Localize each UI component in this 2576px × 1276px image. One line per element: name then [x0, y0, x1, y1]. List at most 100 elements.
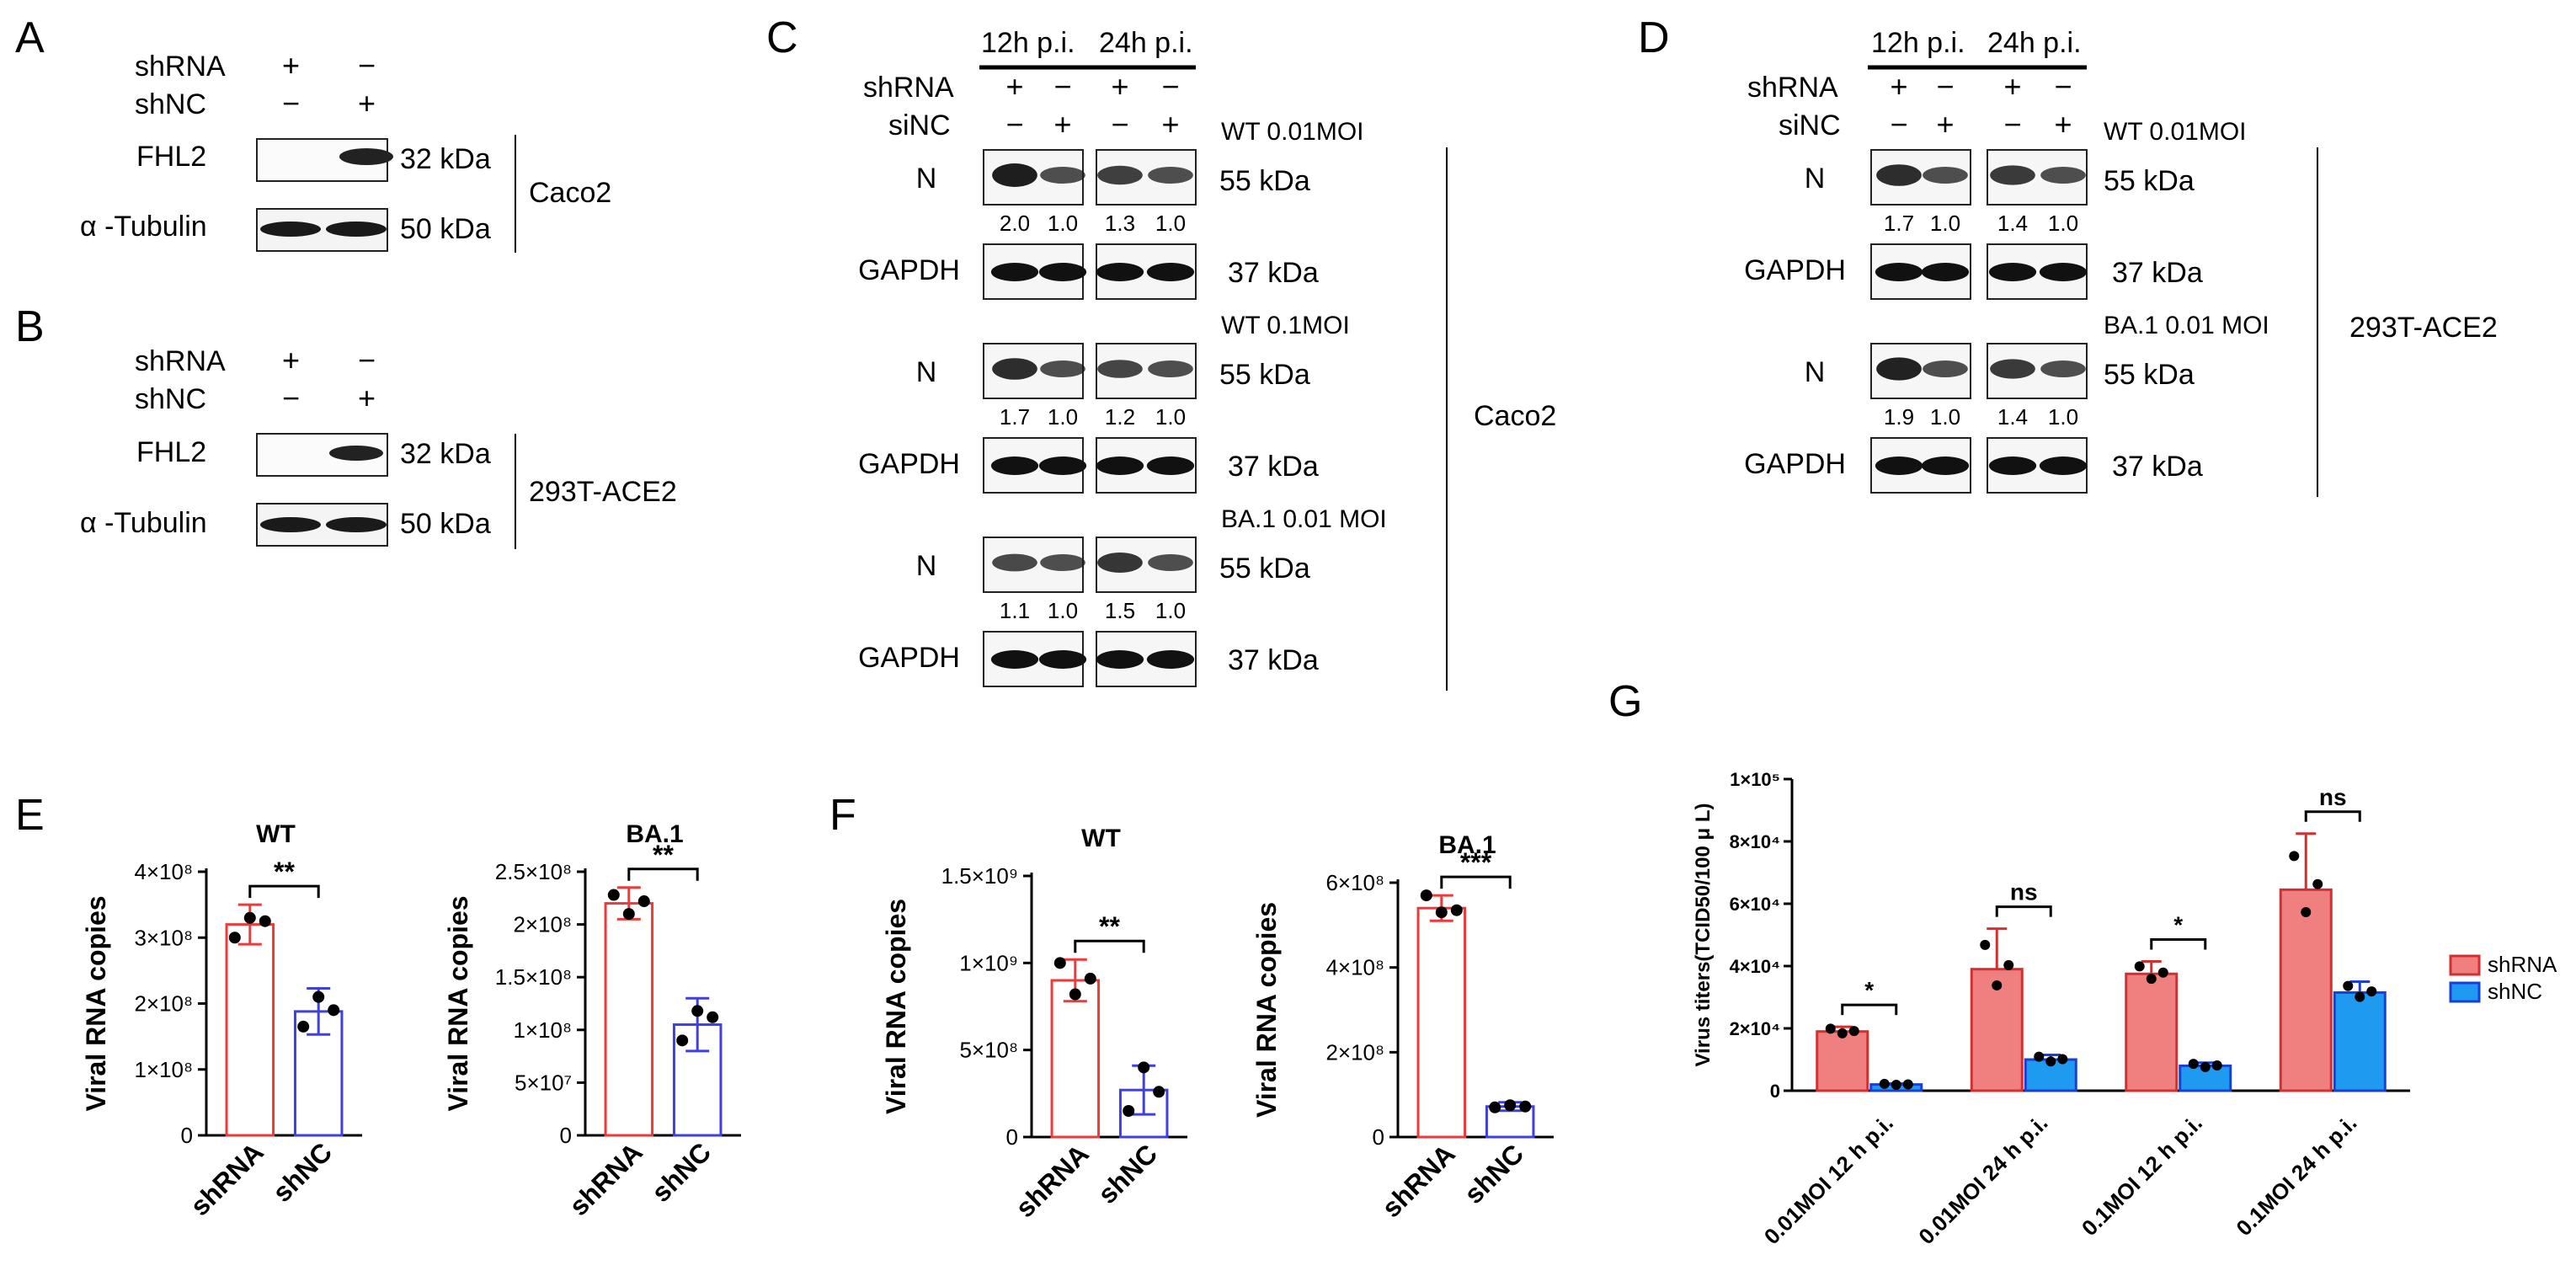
- data-point: [637, 895, 650, 908]
- blot-band: [1923, 167, 1968, 184]
- data-point: [312, 990, 325, 1003]
- blot-band: [990, 263, 1039, 281]
- blot-band: [1988, 456, 2037, 475]
- panel-letter-a: A: [15, 13, 45, 62]
- quant-value: 1.0: [2048, 404, 2078, 430]
- significance-label: **: [653, 840, 674, 870]
- x-tick-label: shRNA: [1376, 1138, 1461, 1223]
- y-axis-label: Virus titers(TCID50/100 μ L): [1692, 803, 1715, 1066]
- sign-minus: −: [1161, 69, 1179, 104]
- y-tick-label: 6×10⁴: [1730, 894, 1780, 915]
- panel-d: 12h p.i. 24h p.i. shRNA siNC +−−++−−+ WT…: [1744, 27, 2498, 497]
- band-label-n: N: [916, 550, 937, 582]
- kda-label: 55 kDa: [1219, 165, 1310, 197]
- chart-title: WT: [1081, 825, 1121, 852]
- blot-blocks: WT 0.01MOI N 55 kDa 1.7 1.0 1.4 1.0 GAPDH 37 kDa…: [1744, 118, 2269, 494]
- y-tick-label: 2×10⁸: [1325, 1039, 1384, 1065]
- data-point: [2312, 878, 2323, 889]
- y-axis-label: Viral RNA copies: [81, 895, 111, 1111]
- data-point: [1123, 1105, 1135, 1117]
- significance-bracket: [1440, 875, 1512, 889]
- band-label-gapdh: GAPDH: [858, 642, 960, 674]
- band-label-gapdh: GAPDH: [1744, 448, 1846, 480]
- data-point: [622, 908, 635, 921]
- timepoint-label: 24h p.i.: [1099, 27, 1193, 59]
- data-point: [1450, 904, 1463, 916]
- blot-band: [1096, 650, 1144, 669]
- kda-label: 37 kDa: [1228, 257, 1319, 289]
- y-tick-label: 8×10⁴: [1730, 831, 1780, 852]
- data-point: [1980, 939, 1991, 950]
- row-label-shrna: shRNA: [1747, 72, 1838, 104]
- y-tick-label: 4×10⁸: [1325, 955, 1384, 980]
- chart-g: 0 2×10⁴ 4×10⁴ 6×10⁴ 8×10⁴ 1×10⁵ Virus titers(T…: [1692, 769, 2557, 1249]
- quant-value: 1.9: [1884, 404, 1914, 430]
- band-label-gapdh: GAPDH: [858, 254, 960, 286]
- sign-plus: +: [2054, 107, 2072, 141]
- kda-label: 50 kDa: [400, 508, 491, 540]
- blot-blocks: WT 0.01MOI N 55 kDa 2.0 1.0 1.3 1.0 GAPDH 37 kDa…: [858, 118, 1387, 687]
- cell-line-label: Caco2: [1474, 400, 1556, 432]
- sign-minus: −: [2003, 107, 2021, 141]
- y-tick-label: 5×10⁷: [515, 1070, 572, 1095]
- data-point: [2211, 1060, 2222, 1071]
- sign-minus: −: [1053, 69, 1071, 104]
- blot-band: [992, 163, 1037, 187]
- data-point: [2355, 991, 2365, 1002]
- condition-label: BA.1 0.01 MOI: [2104, 312, 2269, 339]
- blot-band: [1040, 554, 1085, 571]
- quant-value: 1.3: [1105, 211, 1135, 236]
- blot-band: [260, 517, 321, 532]
- blot-band: [990, 650, 1039, 669]
- y-tick-label: 0: [1770, 1081, 1780, 1102]
- x-tick-label: shNC: [267, 1136, 339, 1208]
- data-point: [691, 1005, 704, 1017]
- blot-band: [1875, 263, 1923, 281]
- x-tick-label: shRNA: [184, 1136, 269, 1221]
- blot-band: [1990, 165, 2035, 185]
- legend-swatch: [2449, 954, 2481, 976]
- sign-minus: −: [358, 343, 376, 377]
- blot-band: [1148, 554, 1193, 571]
- blot-band: [339, 148, 393, 165]
- quant-value: 1.7: [1000, 404, 1030, 430]
- data-point: [2134, 961, 2145, 972]
- blot-band: [1875, 456, 1923, 475]
- blot-band: [329, 446, 383, 461]
- bar: [1416, 906, 1467, 1139]
- x-tick-label: shNC: [1459, 1138, 1530, 1209]
- y-tick-label: 1.5×10⁸: [495, 964, 572, 990]
- quant-value: 1.2: [1105, 404, 1135, 430]
- blot-band: [1148, 167, 1193, 184]
- blot-band: [1096, 456, 1144, 475]
- y-axis-label: Viral RNA copies: [1251, 902, 1282, 1118]
- blot-band: [992, 553, 1037, 572]
- sign-plus: +: [1053, 107, 1071, 141]
- significance-bracket: [2304, 810, 2361, 822]
- bar: [2125, 972, 2179, 1092]
- kda-label: 50 kDa: [400, 213, 491, 245]
- data-point: [1138, 1061, 1150, 1074]
- data-point: [328, 1004, 340, 1017]
- legend-swatch: [2449, 981, 2481, 1003]
- bar: [1050, 979, 1101, 1139]
- timepoint-label: 12h p.i.: [1871, 27, 1965, 59]
- kda-label: 32 kDa: [400, 143, 491, 175]
- quant-value: 1.0: [1155, 598, 1186, 623]
- data-point: [2045, 1056, 2056, 1067]
- significance-label: **: [1099, 911, 1120, 942]
- panel-letter-e: E: [15, 791, 45, 840]
- y-tick-label: 2.5×10⁸: [495, 859, 572, 884]
- y-tick-label: 0: [181, 1123, 193, 1148]
- blot-band: [1038, 650, 1087, 669]
- condition-label: WT 0.01MOI: [1221, 118, 1363, 146]
- row-label-sinc: siNC: [888, 109, 951, 141]
- row-label-sinc: siNC: [1779, 109, 1841, 141]
- data-point: [2366, 986, 2377, 997]
- quant-value: 1.0: [1048, 404, 1078, 430]
- kda-label: 55 kDa: [2104, 165, 2195, 197]
- chart-e-ba1: 0 5×10⁷ 1×10⁸ 1.5×10⁸ 2×10⁸ 2.5×10⁸ BA.1 Viral …: [443, 820, 741, 1221]
- cell-line-label: 293T-ACE2: [2349, 312, 2498, 344]
- blot-band: [1097, 553, 1143, 573]
